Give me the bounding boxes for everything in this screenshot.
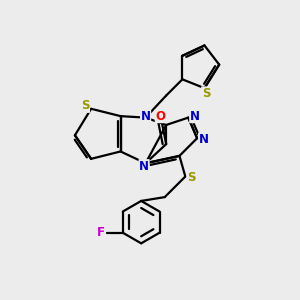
Text: N: N (199, 133, 208, 146)
Text: O: O (155, 110, 165, 123)
Text: S: S (187, 172, 196, 184)
Text: N: N (139, 160, 149, 173)
Text: N: N (190, 110, 200, 123)
Text: F: F (97, 226, 105, 239)
Text: N: N (141, 110, 151, 123)
Text: S: S (81, 99, 89, 112)
Text: S: S (202, 87, 210, 100)
